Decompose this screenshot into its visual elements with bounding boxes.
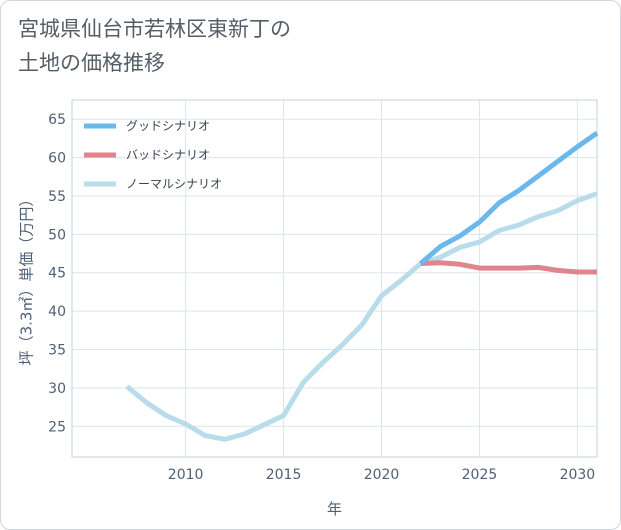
- chart-title-line-2: 土地の価格推移: [18, 51, 165, 75]
- plot-border: [71, 99, 598, 458]
- series-lines: [125, 130, 599, 442]
- y-tick-30: 30: [48, 381, 66, 397]
- legend-label-2: ノーマルシナリオ: [126, 177, 222, 191]
- y-tick-35: 35: [48, 343, 66, 359]
- series-line-2: [125, 191, 598, 442]
- y-tick-50: 50: [48, 227, 66, 243]
- y-tick-60: 60: [48, 151, 66, 167]
- x-tick-2010: 2010: [168, 467, 204, 483]
- y-tick-65: 65: [48, 112, 66, 128]
- x-tick-2015: 2015: [266, 467, 302, 483]
- x-tick-2025: 2025: [462, 467, 498, 483]
- y-tick-25: 25: [48, 419, 66, 435]
- series-line-1: [420, 260, 597, 275]
- y-tick-45: 45: [48, 266, 66, 282]
- y-tick-40: 40: [48, 304, 66, 320]
- x-tick-2020: 2020: [364, 467, 400, 483]
- series-line-0: [419, 130, 599, 266]
- x-axis-label: 年: [327, 500, 342, 518]
- legend-label-1: バッドシナリオ: [126, 148, 210, 162]
- legend-label-0: グッドシナリオ: [126, 119, 210, 133]
- grid: [72, 100, 597, 457]
- y-tick-55: 55: [48, 189, 66, 205]
- y-tick-labels: 25 30 35 40 45 50 55 60 65: [48, 112, 66, 435]
- chart-title-line-1: 宮城県仙台市若林区東新丁の: [18, 17, 291, 41]
- y-axis-label: 坪（3.3㎡）単価（万円）: [18, 192, 36, 366]
- x-tick-labels: 2010 2015 2020 2025 2030: [168, 467, 595, 483]
- chart-title: 宮城県仙台市若林区東新丁の 土地の価格推移: [18, 12, 291, 80]
- x-tick-2030: 2030: [560, 467, 596, 483]
